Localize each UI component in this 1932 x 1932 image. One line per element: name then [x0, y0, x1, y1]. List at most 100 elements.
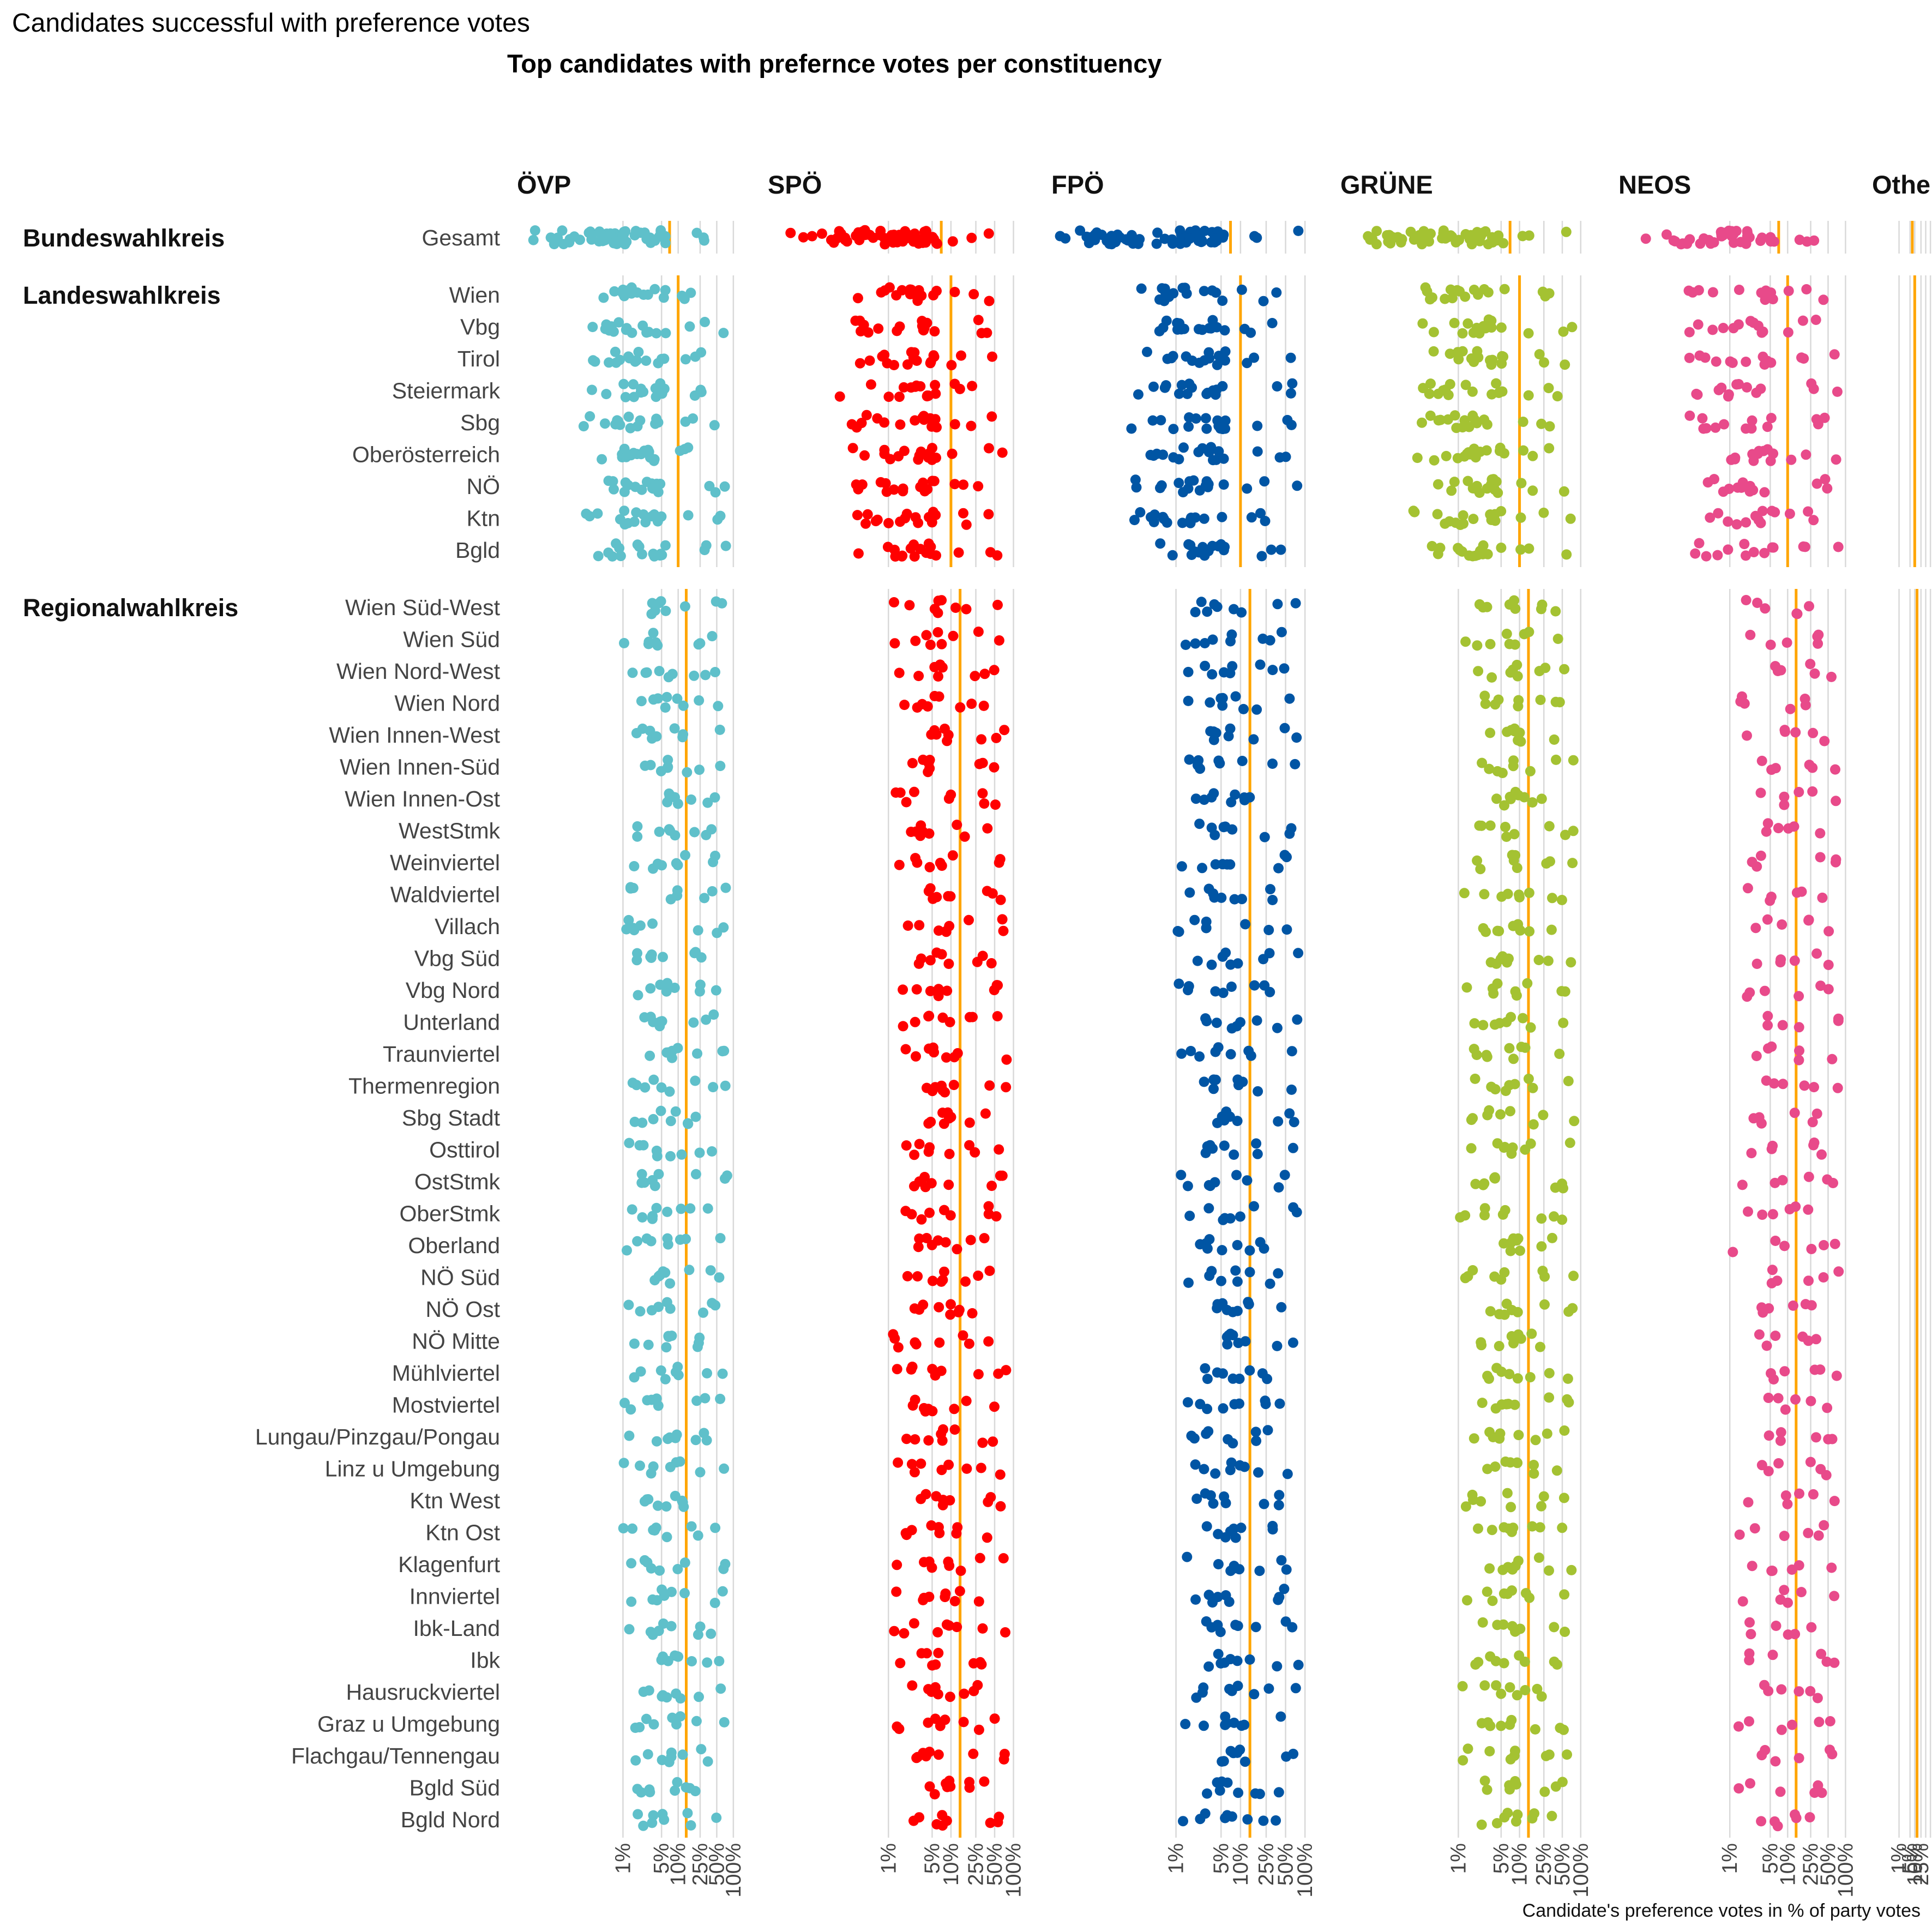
- candidate-point: [913, 958, 924, 969]
- candidate-point: [1273, 863, 1284, 874]
- candidate-point: [1287, 1622, 1298, 1633]
- candidate-point: [1466, 1143, 1477, 1154]
- candidate-point: [623, 411, 634, 422]
- candidate-point: [664, 1086, 675, 1097]
- candidate-point: [1705, 238, 1716, 249]
- candidate-point: [1417, 239, 1428, 250]
- candidate-point: [1563, 1076, 1574, 1086]
- candidate-point: [1152, 227, 1163, 238]
- candidate-point: [666, 1331, 677, 1341]
- candidate-point: [649, 284, 660, 294]
- candidate-point: [1220, 415, 1231, 426]
- candidate-point: [816, 228, 827, 239]
- candidate-point: [1568, 755, 1579, 766]
- candidate-point: [894, 1724, 905, 1734]
- candidate-point: [1551, 1465, 1562, 1476]
- candidate-point: [645, 983, 656, 994]
- candidate-point: [1504, 1780, 1515, 1791]
- candidate-point: [913, 1242, 924, 1253]
- candidate-point: [1528, 1468, 1539, 1479]
- candidate-point: [1505, 1106, 1515, 1117]
- candidate-point: [984, 1266, 995, 1276]
- candidate-point: [1762, 422, 1773, 432]
- candidate-point: [1470, 550, 1481, 561]
- candidate-point: [607, 551, 618, 562]
- candidate-point: [702, 1203, 713, 1214]
- candidate-point: [1747, 1561, 1758, 1572]
- candidate-point: [686, 794, 696, 805]
- candidate-point: [930, 380, 941, 390]
- candidate-point: [669, 723, 680, 734]
- candidate-point: [955, 1566, 966, 1576]
- candidate-point: [1233, 1080, 1244, 1091]
- candidate-point: [1832, 386, 1843, 397]
- candidate-point: [1831, 854, 1841, 865]
- candidate-point: [949, 419, 960, 430]
- candidate-point: [1201, 1521, 1212, 1532]
- x-tick-label: 5%: [920, 1843, 944, 1874]
- candidate-point: [1428, 346, 1439, 357]
- row-label-flachgau-tennengau: Flachgau/Tennengau: [291, 1743, 500, 1768]
- candidate-point: [1290, 759, 1301, 769]
- candidate-point: [1797, 315, 1808, 326]
- row-label-ktn-west: Ktn West: [410, 1488, 500, 1513]
- candidate-point: [1251, 1015, 1262, 1026]
- candidate-point: [1217, 859, 1228, 870]
- candidate-point: [1731, 519, 1742, 530]
- candidate-point: [1196, 597, 1207, 607]
- candidate-point: [648, 1074, 659, 1085]
- candidate-point: [1267, 759, 1278, 769]
- candidate-point: [1766, 1566, 1777, 1576]
- candidate-point: [1457, 346, 1468, 357]
- candidate-point: [1199, 226, 1210, 236]
- candidate-point: [979, 1233, 990, 1244]
- candidate-point: [1790, 727, 1801, 738]
- candidate-point: [924, 1747, 935, 1758]
- candidate-point: [861, 410, 872, 420]
- candidate-point: [1742, 883, 1753, 894]
- candidate-point: [893, 1342, 904, 1353]
- candidate-point: [1408, 505, 1419, 516]
- candidate-point: [630, 226, 641, 237]
- candidate-point: [1819, 736, 1830, 747]
- candidate-point: [615, 354, 625, 365]
- candidate-point: [1473, 1523, 1483, 1534]
- candidate-point: [1469, 1018, 1480, 1029]
- candidate-point: [1466, 1115, 1477, 1126]
- candidate-point: [1203, 1426, 1214, 1437]
- candidate-point: [995, 854, 1006, 865]
- row-label-oststmk: OstStmk: [414, 1169, 501, 1194]
- candidate-point: [1549, 1622, 1560, 1633]
- candidate-point: [1498, 1238, 1509, 1249]
- candidate-point: [1489, 1019, 1500, 1030]
- candidate-point: [1519, 629, 1530, 640]
- candidate-point: [1770, 1816, 1780, 1827]
- candidate-point: [1507, 1564, 1518, 1575]
- candidate-point: [854, 315, 865, 326]
- candidate-point: [1504, 1369, 1515, 1380]
- candidate-point: [669, 983, 680, 993]
- candidate-point: [1766, 765, 1777, 775]
- candidate-point: [1734, 1529, 1745, 1540]
- candidate-point: [1515, 512, 1526, 523]
- candidate-point: [998, 925, 1009, 936]
- candidate-point: [707, 886, 718, 896]
- candidate-point: [1484, 1746, 1495, 1756]
- candidate-point: [692, 1048, 702, 1059]
- candidate-point: [557, 225, 568, 236]
- candidate-point: [1475, 231, 1486, 242]
- candidate-point: [1776, 1724, 1787, 1735]
- candidate-point: [864, 230, 875, 240]
- candidate-point: [923, 538, 934, 549]
- candidate-point: [597, 454, 607, 465]
- candidate-point: [1290, 598, 1301, 609]
- x-tick-label: 1%: [611, 1843, 635, 1874]
- candidate-point: [1286, 1084, 1297, 1095]
- candidate-point: [1488, 988, 1499, 999]
- candidate-point: [1803, 1527, 1814, 1538]
- candidate-point: [889, 638, 900, 649]
- candidate-point: [925, 955, 936, 966]
- candidate-point: [1226, 1811, 1237, 1822]
- candidate-point: [1249, 980, 1260, 991]
- candidate-point: [1235, 1744, 1245, 1755]
